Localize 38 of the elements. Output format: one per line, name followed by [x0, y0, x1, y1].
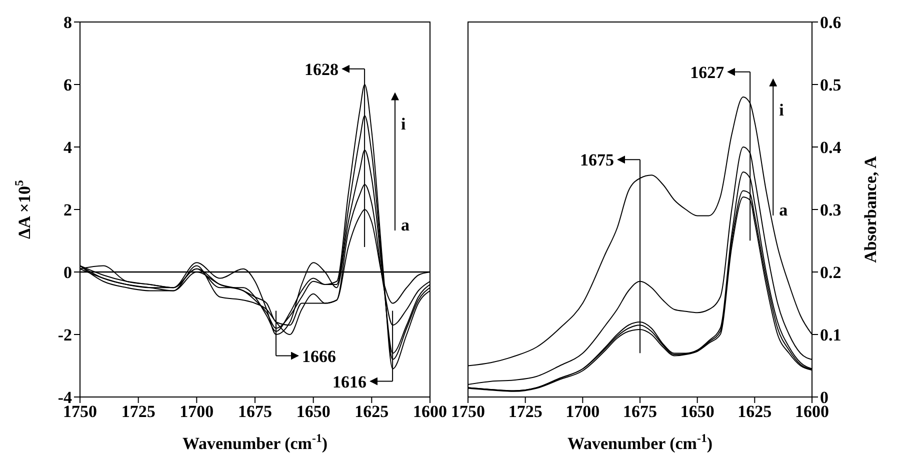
x-tick-label: 1700	[180, 402, 214, 422]
x-tick-label: 1650	[296, 402, 330, 422]
x-tick-label: 1725	[121, 402, 156, 422]
annotation: 1616	[332, 372, 367, 392]
x-tick-label: 1600	[795, 402, 829, 422]
x-tick-label: 1675	[623, 402, 657, 422]
x-tick-label: 1725	[508, 402, 542, 422]
x-tick-label: 1650	[680, 402, 714, 422]
y-tick-label: 4	[64, 138, 72, 158]
x-tick-label: 1625	[354, 402, 389, 422]
y-tick-label: 0	[64, 263, 72, 282]
annotation: 1627	[690, 62, 725, 82]
x-tick-label: 1750	[63, 402, 97, 422]
x-axis-title: Wavenumber (cm$^{-1}$)	[182, 431, 328, 453]
y-tick-label: 0.1	[820, 326, 842, 345]
y-tick-label: 0.2	[820, 263, 842, 282]
x-axis-title: Wavenumber (cm$^{-1}$)	[567, 431, 713, 453]
y-tick-label: 0.5	[820, 76, 842, 95]
annotation: a	[401, 216, 410, 234]
x-tick-label: 1675	[238, 402, 272, 422]
y-axis-title: Absorbance, A	[861, 155, 880, 263]
annotation: i	[779, 100, 784, 120]
x-tick-label: 1700	[566, 402, 600, 422]
y-tick-label: 2	[64, 200, 72, 220]
y-tick-label: 8	[64, 13, 72, 32]
annotation: a	[779, 200, 788, 220]
x-tick-label: 1625	[738, 402, 772, 422]
y-tick-label: 0.3	[820, 200, 842, 220]
annotation: i	[401, 114, 406, 134]
annotation: 1628	[304, 60, 339, 79]
y-tick-label: 0.4	[820, 138, 842, 158]
x-tick-label: 1750	[451, 402, 485, 422]
y-tick-label: -2	[58, 326, 72, 345]
annotation: 1675	[580, 150, 614, 170]
y-tick-label: 0.6	[820, 13, 842, 32]
x-tick-label: 1600	[413, 402, 447, 422]
y-tick-label: 6	[64, 76, 72, 95]
annotation: 1666	[302, 346, 336, 366]
